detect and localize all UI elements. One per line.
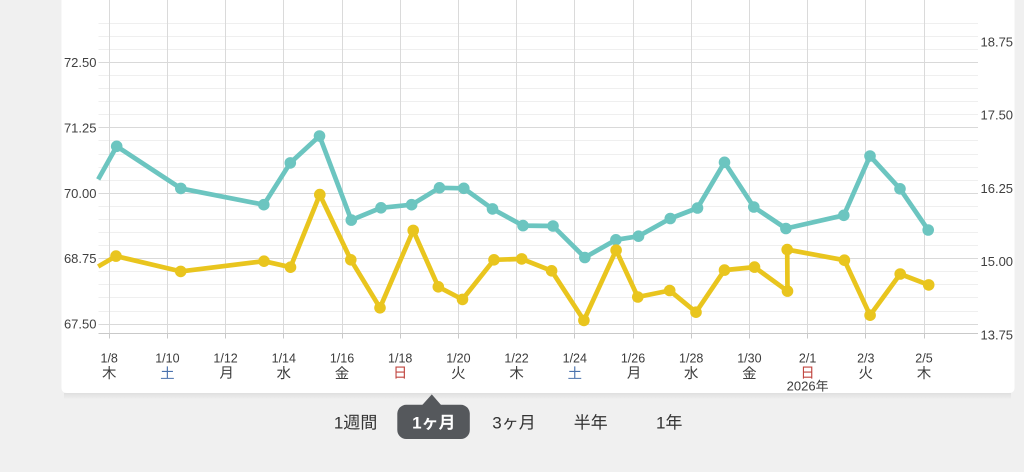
svg-text:1/8: 1/8 [101, 352, 118, 366]
svg-text:1/10: 1/10 [155, 352, 179, 366]
svg-text:16.25: 16.25 [981, 181, 1014, 196]
svg-text:68.75: 68.75 [64, 251, 97, 266]
svg-text:18.75: 18.75 [981, 34, 1014, 49]
svg-text:2/3: 2/3 [857, 352, 874, 366]
svg-text:17.50: 17.50 [981, 108, 1014, 123]
svg-text:1/24: 1/24 [563, 352, 587, 366]
svg-text:67.50: 67.50 [64, 317, 97, 332]
svg-text:1: 1 [412, 413, 421, 432]
svg-text:71.25: 71.25 [64, 120, 97, 135]
svg-text:2/5: 2/5 [915, 352, 932, 366]
svg-text:1/20: 1/20 [446, 352, 470, 366]
svg-text:72.50: 72.50 [64, 55, 97, 70]
svg-text:1/14: 1/14 [272, 352, 296, 366]
svg-text:70.00: 70.00 [64, 186, 97, 201]
svg-text:1/12: 1/12 [213, 352, 237, 366]
svg-text:1/26: 1/26 [621, 352, 645, 366]
svg-text:1: 1 [334, 413, 343, 432]
svg-text:2026: 2026 [787, 379, 816, 394]
svg-text:1: 1 [656, 413, 665, 432]
svg-text:1/16: 1/16 [330, 352, 354, 366]
svg-text:1/28: 1/28 [679, 352, 703, 366]
svg-text:3: 3 [492, 413, 501, 432]
svg-text:2/1: 2/1 [799, 352, 816, 366]
svg-text:15.00: 15.00 [981, 254, 1014, 269]
svg-text:13.75: 13.75 [981, 328, 1014, 343]
svg-text:1/22: 1/22 [504, 352, 528, 366]
svg-text:1/18: 1/18 [388, 352, 412, 366]
svg-text:1/30: 1/30 [737, 352, 761, 366]
